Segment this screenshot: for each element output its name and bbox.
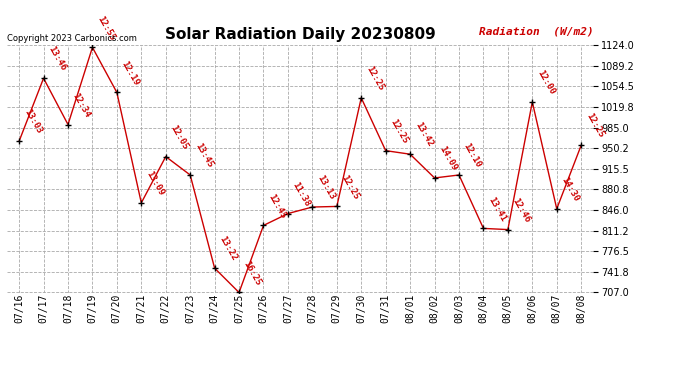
Text: 12:25: 12:25 xyxy=(584,112,605,140)
Text: 12:10: 12:10 xyxy=(462,142,483,170)
Text: 12:25: 12:25 xyxy=(364,64,385,92)
Text: 11:38: 11:38 xyxy=(290,180,312,208)
Text: Copyright 2023 Carbonics.com: Copyright 2023 Carbonics.com xyxy=(7,33,137,42)
Text: 12:45: 12:45 xyxy=(266,192,288,220)
Text: 12:25: 12:25 xyxy=(339,173,361,201)
Text: 14:30: 14:30 xyxy=(560,176,581,203)
Text: 13:41: 13:41 xyxy=(486,195,507,223)
Text: 12:25: 12:25 xyxy=(388,117,410,145)
Title: Solar Radiation Daily 20230809: Solar Radiation Daily 20230809 xyxy=(165,27,435,42)
Text: 16:25: 16:25 xyxy=(241,259,263,287)
Text: 12:05: 12:05 xyxy=(168,123,190,151)
Text: 13:22: 13:22 xyxy=(217,235,239,262)
Text: 13:13: 13:13 xyxy=(315,174,337,201)
Text: 14:09: 14:09 xyxy=(437,145,459,172)
Text: 12:34: 12:34 xyxy=(71,91,92,119)
Text: Radiation  (W/m2): Radiation (W/m2) xyxy=(479,26,593,36)
Text: 13:45: 13:45 xyxy=(193,142,214,170)
Text: 12:00: 12:00 xyxy=(535,69,556,96)
Text: 13:42: 13:42 xyxy=(413,121,434,148)
Text: 12:46: 12:46 xyxy=(511,196,532,224)
Text: 13:46: 13:46 xyxy=(46,45,68,73)
Text: 13:09: 13:09 xyxy=(144,170,166,197)
Text: 12:55: 12:55 xyxy=(95,14,117,42)
Text: 12:19: 12:19 xyxy=(119,59,141,87)
Text: 13:03: 13:03 xyxy=(22,108,43,136)
